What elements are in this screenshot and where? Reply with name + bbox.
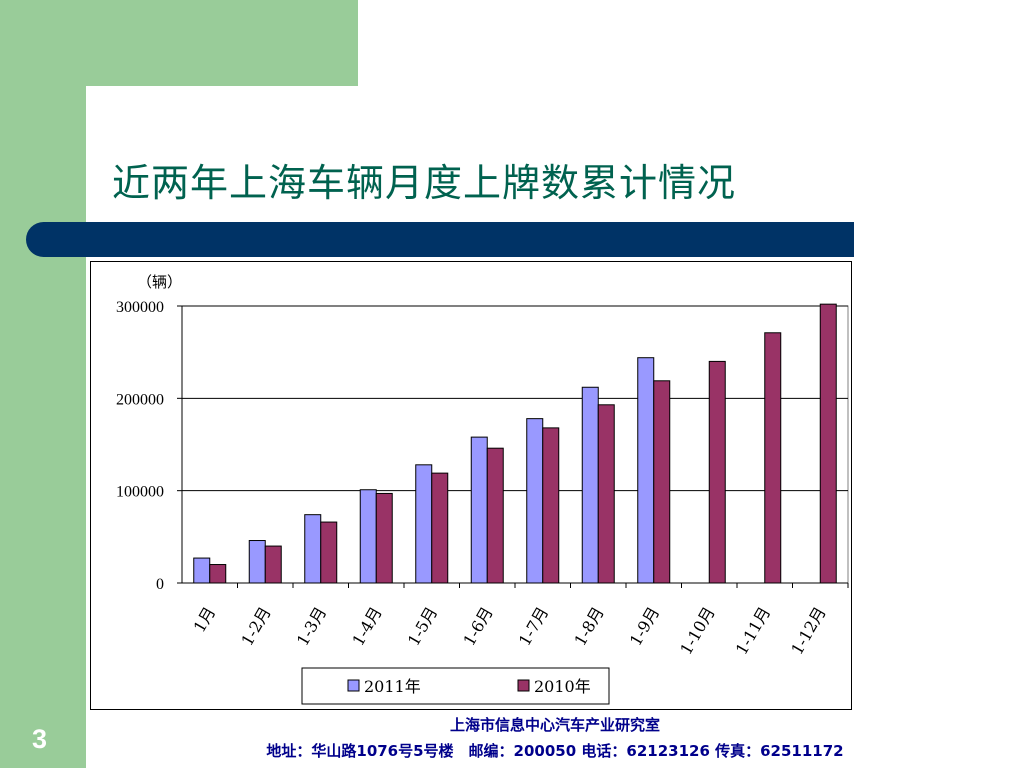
bar-chart: 0 100000 200000 300000 （辆） 1月 1-2月 1-3月 1-4月 1-5月… bbox=[116, 273, 849, 705]
bar-2011 bbox=[470, 436, 488, 584]
bar-2010 bbox=[708, 360, 726, 584]
bar-2011 bbox=[248, 540, 266, 584]
x-tick-label: 1-11月 bbox=[732, 604, 774, 658]
y-tick-label: 100000 bbox=[116, 484, 164, 501]
bar-2010 bbox=[209, 564, 227, 584]
page-number: 3 bbox=[32, 724, 48, 754]
y-unit-label: （辆） bbox=[137, 273, 182, 291]
title-divider-bar bbox=[26, 222, 854, 257]
y-tick-label: 200000 bbox=[116, 391, 164, 408]
bar-2011 bbox=[304, 514, 322, 584]
y-tick-label: 0 bbox=[156, 576, 164, 593]
footer-organization: 上海市信息中心汽车产业研究室 bbox=[449, 716, 660, 734]
x-tick-label: 1-3月 bbox=[293, 604, 330, 650]
bar-2010 bbox=[264, 545, 282, 584]
bar-2011 bbox=[415, 464, 433, 584]
top-green-band bbox=[0, 0, 358, 86]
content-corner bbox=[86, 86, 166, 166]
bar-2010 bbox=[819, 303, 837, 584]
x-tick-label: 1-4月 bbox=[348, 604, 385, 650]
left-green-band bbox=[0, 0, 86, 768]
bar-2010 bbox=[597, 404, 615, 584]
x-tick-label: 1-8月 bbox=[570, 604, 607, 650]
x-tick-label: 1-9月 bbox=[626, 604, 663, 650]
x-tick-label: 1-2月 bbox=[237, 604, 274, 650]
x-tick-label: 1月 bbox=[190, 604, 220, 636]
chart-frame: 0 100000 200000 300000 （辆） 1月 1-2月 1-3月 1-4月 1-5月… bbox=[90, 261, 852, 710]
bar-2010 bbox=[375, 492, 393, 584]
y-tick-label: 300000 bbox=[116, 299, 164, 316]
x-tick-label: 1-6月 bbox=[459, 604, 496, 650]
bar-2011 bbox=[359, 489, 377, 584]
bar-2011 bbox=[637, 357, 655, 584]
bar-2011 bbox=[526, 418, 544, 584]
bar-2011 bbox=[581, 386, 599, 584]
legend-label: 2010年 bbox=[534, 677, 591, 696]
bar-2010 bbox=[764, 332, 782, 584]
bar-2010 bbox=[320, 521, 338, 584]
legend-swatch bbox=[517, 679, 530, 692]
x-tick-label: 1-7月 bbox=[515, 604, 552, 650]
plot-area bbox=[181, 305, 849, 584]
bar-2010 bbox=[486, 447, 504, 584]
footer-contact: 地址：华山路1076号5号楼 邮编：200050 电话：62123126 传真：… bbox=[266, 742, 844, 760]
x-tick-label: 1-10月 bbox=[676, 604, 718, 658]
legend-label: 2011年 bbox=[364, 677, 421, 696]
x-tick-label: 1-5月 bbox=[404, 604, 441, 650]
slide-title: 近两年上海车辆月度上牌数累计情况 bbox=[112, 161, 737, 205]
bar-2011 bbox=[193, 557, 211, 584]
bar-2010 bbox=[653, 380, 671, 584]
bar-2010 bbox=[431, 472, 449, 584]
legend-swatch bbox=[347, 679, 360, 692]
bar-2010 bbox=[542, 427, 560, 584]
x-tick-label: 1-12月 bbox=[787, 604, 829, 658]
